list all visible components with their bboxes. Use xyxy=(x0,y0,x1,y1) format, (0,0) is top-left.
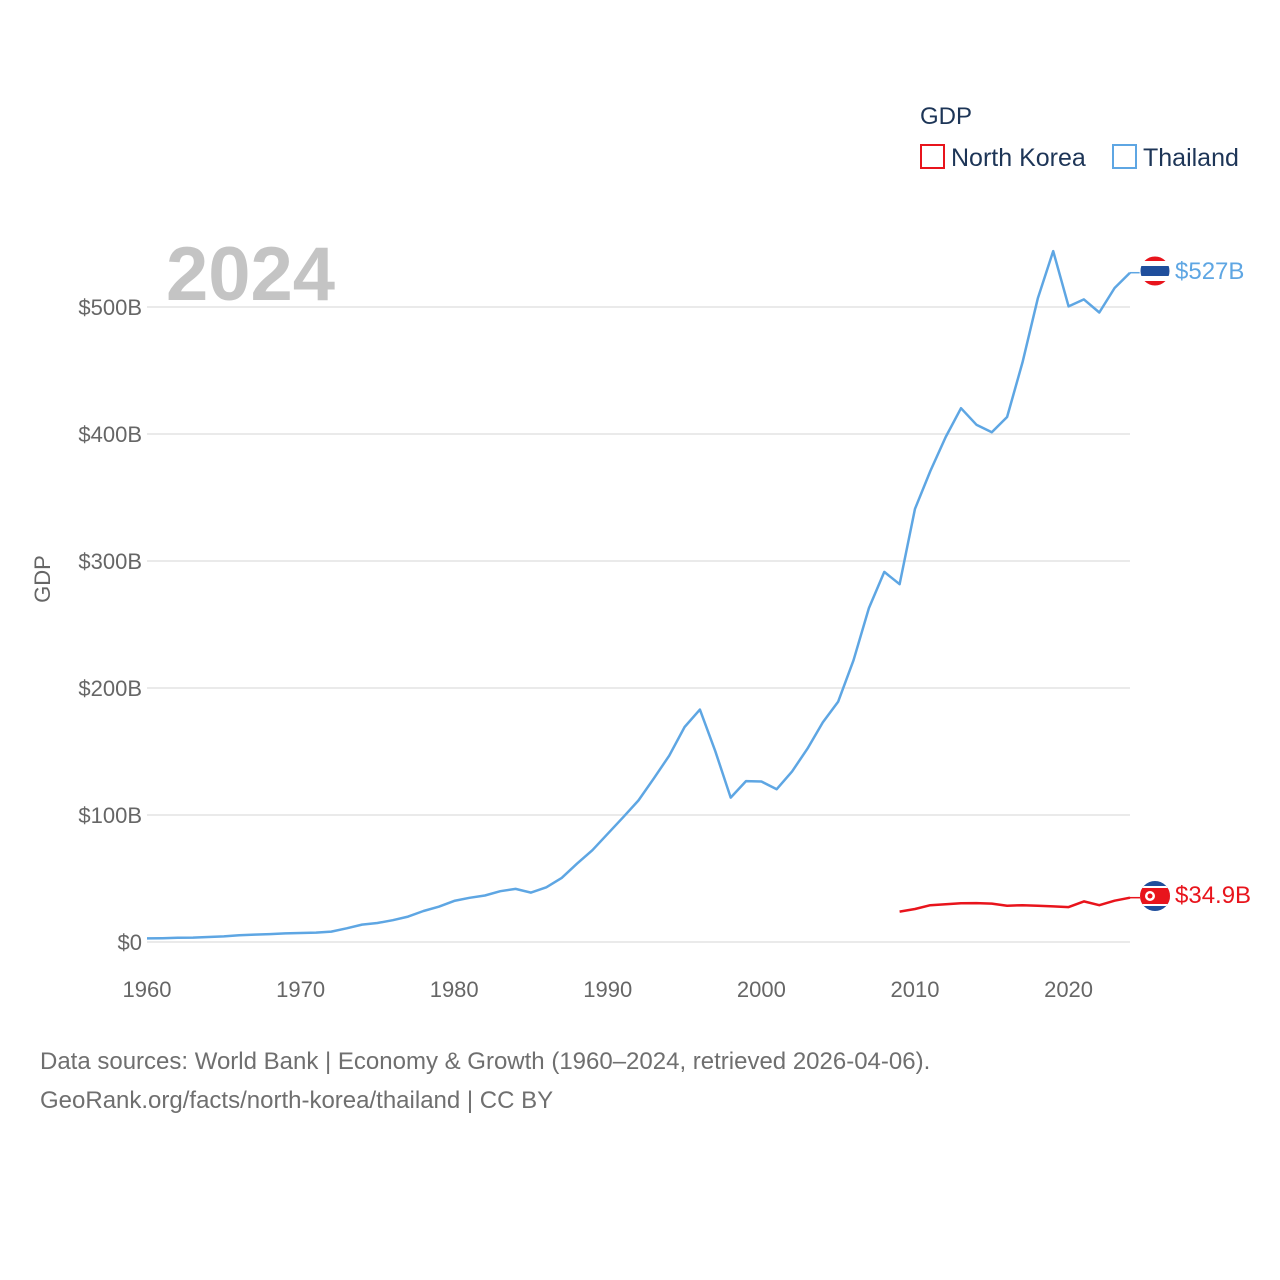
y-axis-ticks: $0 $100B $200B $300B $400B $500B xyxy=(78,295,142,955)
y-tick-label: $100B xyxy=(78,803,142,828)
north-korea-flag-icon xyxy=(1140,881,1170,911)
series-layer xyxy=(146,249,1140,940)
legend-label-north-korea: North Korea xyxy=(951,144,1086,172)
legend-swatch-north-korea xyxy=(920,144,945,169)
x-tick-label: 2010 xyxy=(890,977,939,1002)
thailand-end-value: $527B xyxy=(1175,258,1244,285)
source-line-2: GeoRank.org/facts/north-korea/thailand |… xyxy=(40,1087,554,1114)
source-note: Data sources: World Bank | Economy & Gro… xyxy=(40,1042,1240,1120)
y-axis-label: GDP xyxy=(30,555,55,603)
y-tick-label: $300B xyxy=(78,549,142,574)
year-label: 2024 xyxy=(166,232,335,317)
source-line-1: Data sources: World Bank | Economy & Gro… xyxy=(40,1048,931,1075)
y-tick-label: $0 xyxy=(118,930,142,955)
x-tick-label: 1970 xyxy=(276,977,325,1002)
x-axis-ticks: 1960 1970 1980 1990 2000 2010 2020 xyxy=(123,977,1094,1002)
series-line-thailand xyxy=(146,249,1131,940)
thailand-flag-icon xyxy=(1140,256,1170,286)
legend-item-thailand[interactable]: Thailand xyxy=(1112,144,1239,172)
north-korea-end-value: $34.9B xyxy=(1175,882,1251,909)
x-tick-label: 2020 xyxy=(1044,977,1093,1002)
x-tick-label: 1980 xyxy=(430,977,479,1002)
y-tick-label: $400B xyxy=(78,422,142,447)
legend: GDP North Korea Thailand xyxy=(920,103,1239,172)
legend-title: GDP xyxy=(920,103,972,130)
x-tick-label: 2000 xyxy=(737,977,786,1002)
y-tick-label: $500B xyxy=(78,295,142,320)
legend-label-thailand: Thailand xyxy=(1143,144,1239,172)
y-tick-label: $200B xyxy=(78,676,142,701)
x-tick-label: 1990 xyxy=(583,977,632,1002)
legend-item-north-korea[interactable]: North Korea xyxy=(920,144,1086,172)
series-line-north-korea xyxy=(899,896,1131,913)
x-tick-label: 1960 xyxy=(123,977,172,1002)
legend-swatch-thailand xyxy=(1112,144,1137,169)
gridlines xyxy=(147,306,1130,943)
